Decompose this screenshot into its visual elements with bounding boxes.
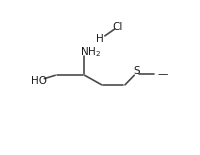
Text: S: S (133, 66, 140, 76)
Text: NH$_2$: NH$_2$ (80, 45, 101, 59)
Text: H: H (96, 34, 103, 44)
Text: HO: HO (31, 76, 47, 86)
Text: —: — (158, 69, 168, 79)
Text: Cl: Cl (113, 22, 123, 32)
